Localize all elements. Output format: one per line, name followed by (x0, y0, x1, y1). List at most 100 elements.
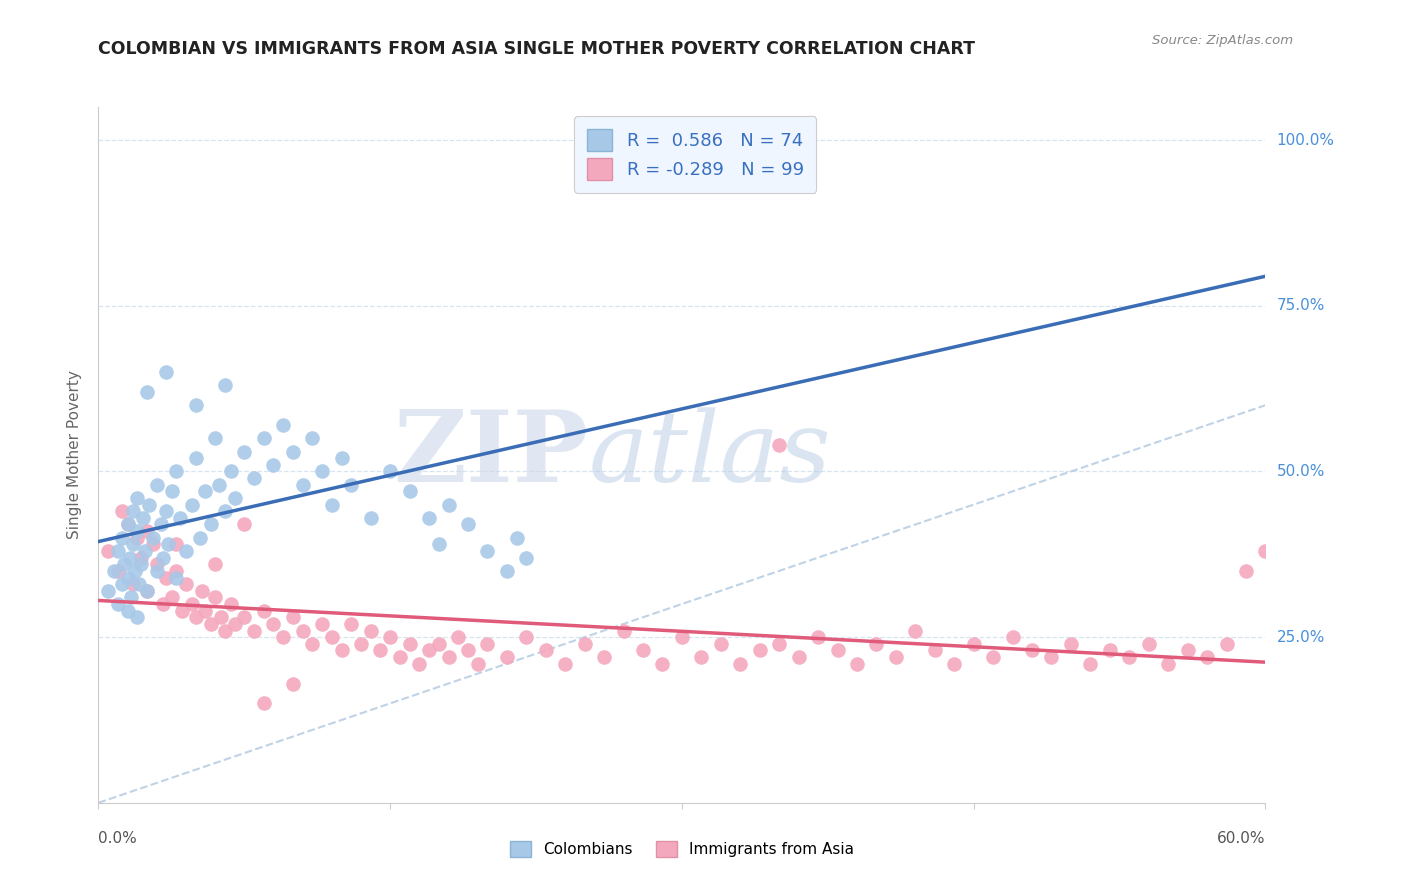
Point (253, 431, 276, 445)
Point (127, 610, 149, 624)
Point (204, 558, 226, 572)
Point (194, 604, 217, 618)
Point (787, 650, 810, 665)
Point (188, 531, 211, 545)
Point (380, 465, 402, 479)
Point (169, 511, 191, 525)
Point (107, 564, 129, 578)
Point (122, 577, 145, 591)
Point (778, 160, 800, 174)
Point (233, 517, 256, 532)
Point (136, 583, 159, 598)
Point (214, 378, 236, 392)
Point (496, 650, 519, 665)
Point (224, 616, 246, 631)
Point (127, 524, 149, 538)
Point (350, 637, 373, 651)
Point (134, 544, 156, 558)
Point (505, 531, 527, 545)
Point (281, 676, 304, 690)
Point (214, 624, 236, 638)
Point (1177, 643, 1199, 657)
Point (233, 610, 256, 624)
Point (204, 591, 226, 605)
Point (180, 597, 202, 611)
Point (943, 657, 966, 671)
Point (136, 384, 159, 399)
Point (807, 630, 830, 644)
Text: 25.0%: 25.0% (1277, 630, 1324, 645)
Point (924, 643, 946, 657)
Point (554, 657, 576, 671)
Point (301, 431, 323, 445)
Point (155, 570, 177, 584)
Point (243, 624, 266, 638)
Point (884, 650, 907, 665)
Text: Source: ZipAtlas.com: Source: ZipAtlas.com (1153, 34, 1294, 47)
Point (281, 444, 304, 458)
Point (103, 564, 125, 578)
Point (321, 630, 343, 644)
Point (155, 504, 177, 518)
Point (174, 544, 197, 558)
Point (651, 657, 673, 671)
Point (447, 630, 470, 644)
Point (1080, 657, 1102, 671)
Point (117, 570, 139, 584)
Point (768, 637, 790, 651)
Point (398, 637, 420, 651)
Point (380, 630, 402, 644)
Point (194, 484, 217, 499)
Point (271, 630, 294, 644)
Point (155, 365, 177, 379)
Point (340, 477, 363, 491)
Point (146, 564, 169, 578)
Point (477, 637, 499, 651)
Point (97, 544, 120, 558)
Point (1098, 643, 1121, 657)
Point (370, 643, 392, 657)
Point (281, 610, 304, 624)
Point (1118, 650, 1140, 665)
Point (128, 577, 150, 591)
Text: 100.0%: 100.0% (1277, 133, 1334, 148)
Point (214, 504, 236, 518)
Point (340, 616, 363, 631)
Point (467, 657, 489, 671)
Point (904, 624, 927, 638)
Point (437, 650, 460, 665)
Point (1021, 643, 1043, 657)
Point (117, 517, 139, 532)
Text: 50.0%: 50.0% (1277, 464, 1324, 479)
Text: COLOMBIAN VS IMMIGRANTS FROM ASIA SINGLE MOTHER POVERTY CORRELATION CHART: COLOMBIAN VS IMMIGRANTS FROM ASIA SINGLE… (98, 40, 976, 58)
Point (224, 491, 246, 505)
Point (427, 637, 450, 651)
Point (111, 577, 134, 591)
Point (388, 650, 411, 665)
Point (136, 583, 159, 598)
Point (111, 531, 134, 545)
Point (865, 637, 887, 651)
Point (142, 537, 165, 551)
Point (190, 583, 212, 598)
Point (136, 524, 159, 538)
Point (121, 591, 143, 605)
Point (321, 498, 343, 512)
Point (253, 604, 276, 618)
Point (152, 550, 174, 565)
Point (262, 458, 284, 472)
Point (1157, 657, 1180, 671)
Point (112, 558, 135, 572)
Text: 60.0%: 60.0% (1218, 830, 1265, 846)
Point (1254, 544, 1277, 558)
Point (243, 471, 266, 485)
Point (152, 597, 174, 611)
Point (127, 491, 149, 505)
Point (574, 637, 596, 651)
Point (457, 643, 479, 657)
Point (142, 531, 165, 545)
Point (730, 657, 752, 671)
Point (631, 643, 654, 657)
Point (122, 504, 145, 518)
Y-axis label: Single Mother Poverty: Single Mother Poverty (67, 370, 83, 540)
